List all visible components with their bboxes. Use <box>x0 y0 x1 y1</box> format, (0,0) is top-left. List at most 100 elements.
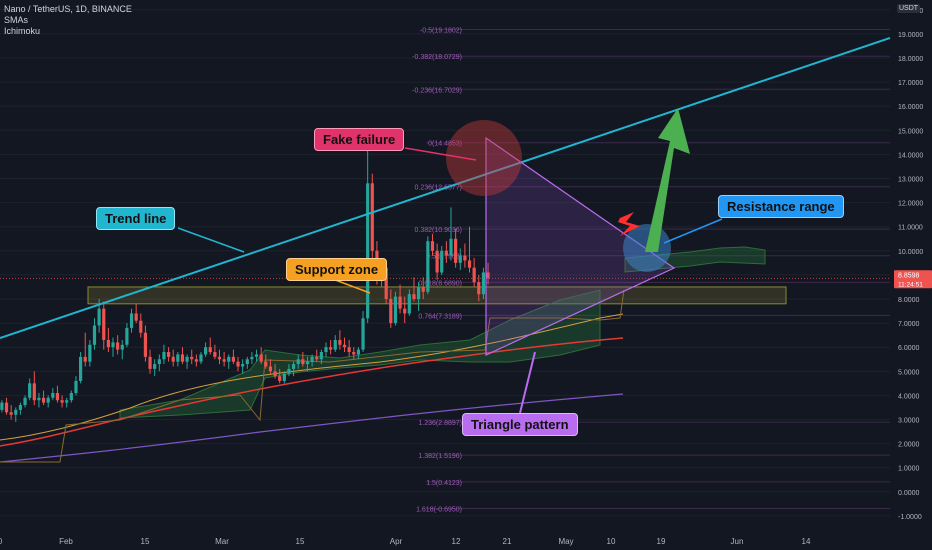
candle-body <box>486 272 490 279</box>
fake-failure-circle <box>446 120 522 196</box>
candle <box>389 289 393 328</box>
candle-body <box>412 294 416 299</box>
y-axis-tick-label: 19.0000 <box>898 32 923 39</box>
symbol-title[interactable]: Nano / TetherUS, 1D, BINANCE <box>4 4 132 14</box>
fake-failure-label: Fake failure <box>314 128 405 151</box>
candle-body <box>41 397 46 403</box>
sma-purple-line <box>0 393 624 463</box>
y-axis-tick-label: 1.0000 <box>898 466 920 473</box>
candle <box>157 354 161 372</box>
indicator-ichimoku[interactable]: Ichimoku <box>4 26 41 36</box>
candle-body <box>32 383 36 401</box>
candle <box>444 241 448 263</box>
candle-body <box>389 299 393 324</box>
indicator-smas[interactable]: SMAs <box>4 15 29 25</box>
candle <box>477 274 481 302</box>
y-axis-tick-label: 3.0000 <box>898 418 920 425</box>
candle <box>458 248 462 271</box>
trend-line <box>0 37 891 339</box>
candle <box>481 267 486 299</box>
candle <box>259 347 263 365</box>
candle-body <box>134 313 138 321</box>
candle-body <box>264 361 268 367</box>
candle <box>305 356 310 372</box>
x-axis-tick-label: 12 <box>452 537 461 546</box>
candle-body <box>83 356 87 362</box>
candle <box>120 339 124 360</box>
candle <box>347 339 351 357</box>
candle <box>171 349 175 367</box>
candle-body <box>0 402 4 410</box>
fib-level-label: -0.5(19.1802) <box>420 28 462 35</box>
fib-level-label: -0.236(16.7029) <box>412 87 462 94</box>
fib-level-label: 1.5(0.4123) <box>426 480 462 487</box>
candle-body <box>319 352 323 360</box>
candle <box>338 330 342 350</box>
candle-body <box>259 354 263 362</box>
candle <box>217 349 222 365</box>
candle <box>88 339 92 367</box>
candle-body <box>472 267 476 283</box>
candle <box>324 342 328 357</box>
candle-body <box>282 373 286 381</box>
candle-body <box>190 356 194 360</box>
candle-body <box>370 183 374 251</box>
x-axis-tick-label: 19 <box>657 537 666 546</box>
trend-line-label: Trend line <box>96 207 176 230</box>
candle <box>79 352 83 384</box>
support-zone-label: Support zone <box>286 258 388 281</box>
candle <box>282 371 286 384</box>
candle-body <box>481 272 486 295</box>
candle-body <box>444 250 448 256</box>
candle <box>41 390 46 406</box>
price-tag-box <box>894 270 932 289</box>
candle-body <box>403 308 407 314</box>
candle-body <box>204 347 208 355</box>
resistance-pointer <box>663 218 723 244</box>
candle-body <box>213 352 217 357</box>
candle <box>241 359 245 374</box>
candle-body <box>217 356 222 360</box>
candle-body <box>69 392 73 401</box>
resistance-range-label: Resistance range <box>718 195 844 218</box>
candle-body <box>398 296 402 309</box>
candle-body <box>250 356 254 360</box>
fib-level-label: 0.764(7.3189) <box>418 313 462 320</box>
candle <box>129 308 134 333</box>
x-axis-tick-label: Feb <box>59 537 73 546</box>
candle <box>435 243 439 280</box>
x-axis-tick-label: 15 <box>296 537 305 546</box>
candle-body <box>9 412 13 415</box>
candle-body <box>180 354 185 362</box>
triangle-pattern-label: Triangle pattern <box>462 413 578 436</box>
candle <box>467 226 472 273</box>
candle <box>139 313 143 338</box>
candle <box>102 301 106 350</box>
y-axis-tick-label: 2.0000 <box>898 442 920 449</box>
y-axis-tick-label: 5.0000 <box>898 369 920 376</box>
candle-body <box>208 347 212 353</box>
candle-body <box>338 339 342 345</box>
candle-body <box>129 313 134 328</box>
candle <box>264 354 268 369</box>
candle-body <box>421 286 425 292</box>
candle-body <box>171 356 175 362</box>
candle <box>153 359 157 377</box>
candle <box>342 337 347 353</box>
candle-body <box>273 371 277 377</box>
candle <box>278 368 282 384</box>
fib-level-label: 0.236(12.6577) <box>415 185 462 192</box>
candle-body <box>254 354 259 357</box>
fib-level-label: 1.618(-0.6950) <box>416 507 462 514</box>
candle <box>245 356 249 369</box>
price-tag-value: 8.8598 <box>898 272 920 279</box>
candle <box>296 354 300 369</box>
fib-level-label: 0.618(8.6890) <box>418 280 462 287</box>
fib-level-label: 0.5(9.7963) <box>426 254 462 261</box>
candle-body <box>23 397 27 406</box>
candle-body <box>28 383 32 398</box>
candle-body <box>324 347 328 353</box>
candle-body <box>157 359 161 365</box>
candle <box>199 352 203 365</box>
